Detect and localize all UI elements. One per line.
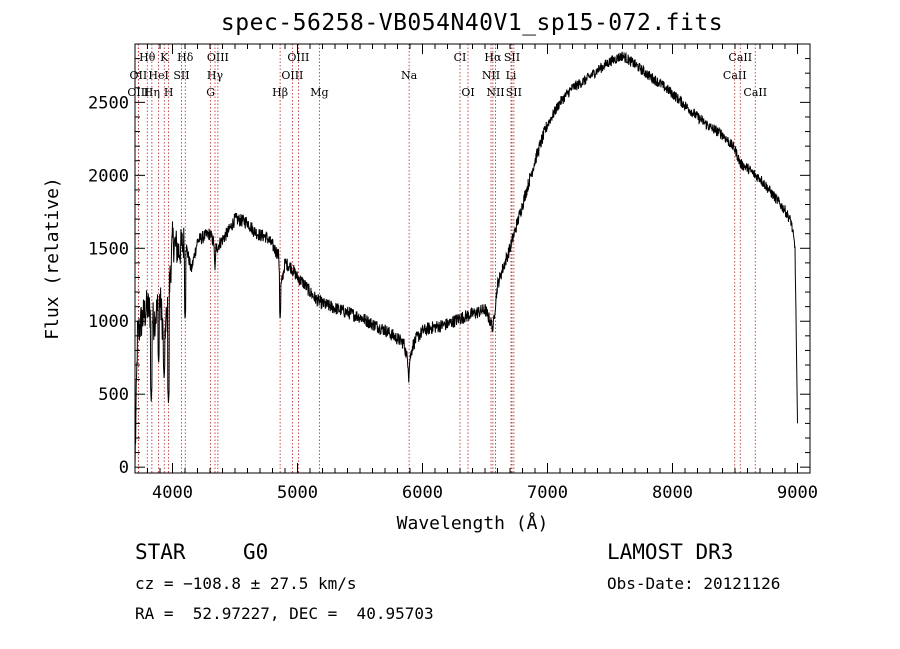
line-marker-label: H — [164, 86, 174, 99]
line-marker-label: G — [206, 86, 215, 99]
x-tick-label: 4000 — [152, 483, 193, 503]
line-marker-label: OIII — [127, 86, 149, 99]
survey-label: LAMOST DR3 — [607, 540, 734, 564]
redshift-label: cz = −108.8 ± 27.5 km/s — [135, 574, 357, 593]
y-tick-label: 500 — [98, 385, 129, 405]
x-tick-label: 8000 — [652, 483, 693, 503]
x-axis-label: Wavelength (Å) — [397, 512, 549, 534]
line-marker-label: OIII — [281, 69, 303, 82]
x-tick-label: 9000 — [777, 483, 818, 503]
line-marker-label: Hδ — [177, 51, 194, 64]
line-marker-label: NII — [482, 69, 500, 82]
line-marker-label: Hβ — [272, 86, 288, 99]
y-tick-label: 1500 — [88, 239, 129, 259]
line-marker-label: SII — [173, 69, 189, 82]
line-marker-label: Hθ — [139, 51, 156, 64]
line-marker-label: HeI — [148, 69, 168, 82]
line-marker-label: CaII — [723, 69, 747, 82]
y-tick-label: 2000 — [88, 166, 129, 186]
line-marker-label: CaII — [743, 86, 767, 99]
line-marker-label: SII — [504, 51, 520, 64]
line-marker-label: CI — [454, 51, 467, 64]
line-marker-label: Hα — [484, 51, 502, 64]
coordinates-label: RA = 52.97227, DEC = 40.95703 — [135, 604, 434, 623]
line-marker-label: NII — [486, 86, 504, 99]
line-marker-label: K — [160, 51, 169, 64]
line-marker-label: SII — [506, 86, 522, 99]
line-marker-label: Hγ — [207, 69, 224, 82]
line-marker-label: Mg — [310, 86, 328, 99]
y-axis-label: Flux (relative) — [42, 177, 63, 340]
spectrum-line — [134, 51, 798, 468]
x-tick-label: 5000 — [277, 483, 318, 503]
plot-frame — [134, 43, 811, 474]
line-marker-label: OII — [130, 69, 148, 82]
y-tick-label: 0 — [119, 458, 129, 478]
x-tick-label: 7000 — [527, 483, 568, 503]
class-label: STAR — [135, 540, 186, 564]
line-marker-label: OIII — [287, 51, 309, 64]
chart-title: spec-56258-VB054N40V1_sp15-072.fits — [220, 10, 724, 36]
line-marker-label: OIII — [207, 51, 229, 64]
y-tick-label: 2500 — [88, 93, 129, 113]
line-marker-label: CaII — [728, 51, 752, 64]
line-marker-label: Li — [506, 69, 517, 82]
line-marker-label: Na — [401, 69, 418, 82]
line-marker-label: Hη — [144, 86, 160, 99]
subclass-label: G0 — [243, 540, 269, 564]
x-tick-label: 6000 — [402, 483, 443, 503]
line-marker-label: OI — [461, 86, 474, 99]
obs-date-label: Obs-Date: 20121126 — [607, 574, 781, 593]
y-tick-label: 1000 — [88, 312, 129, 332]
